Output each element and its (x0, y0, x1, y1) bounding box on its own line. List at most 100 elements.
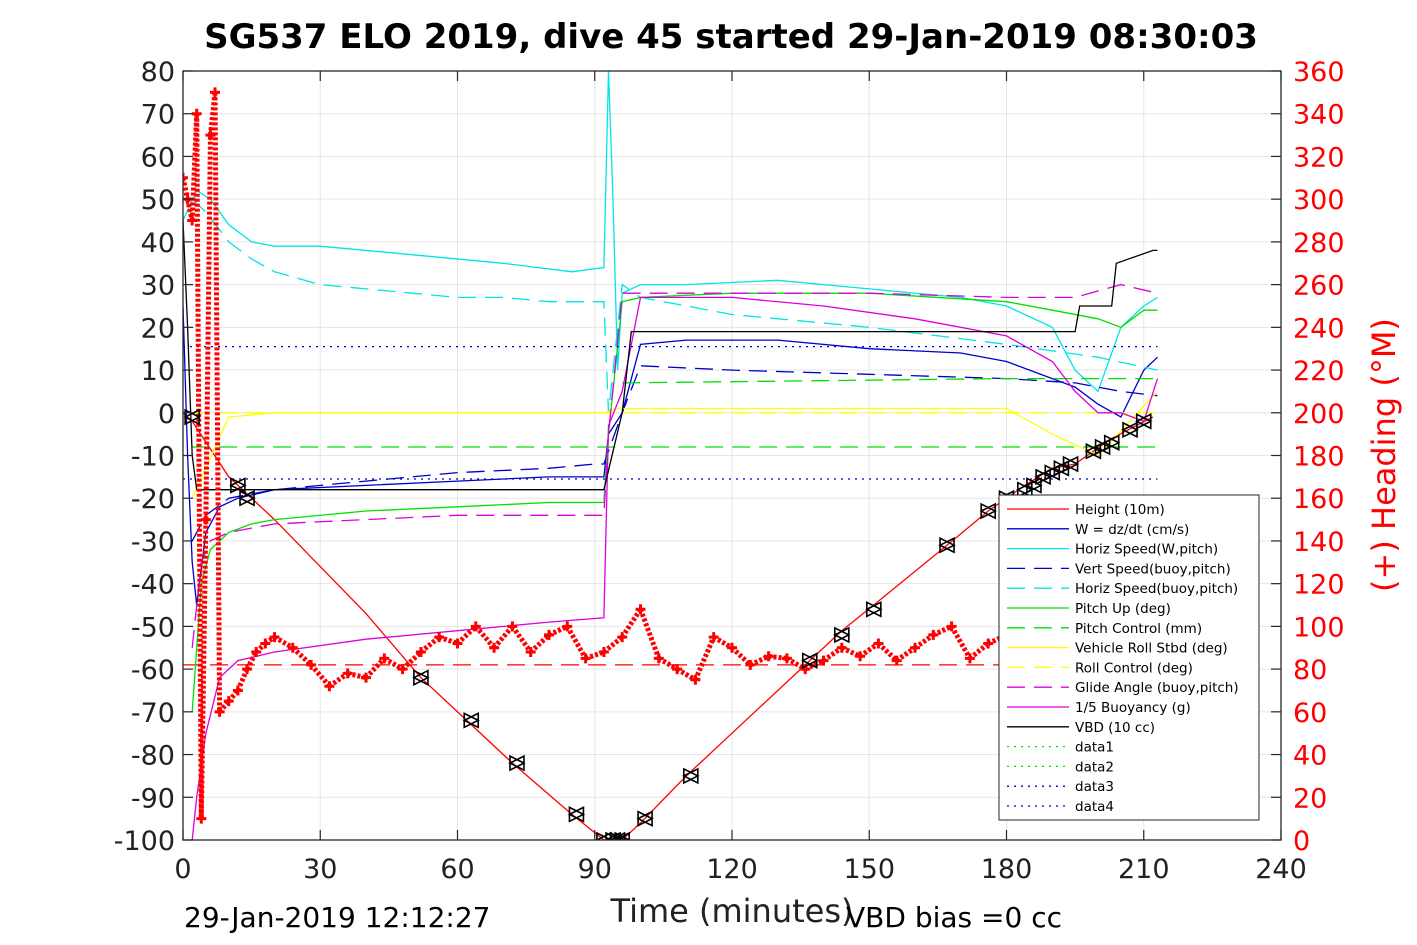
y-tick-label-left: 70 (141, 100, 175, 131)
y-tick-label-right: 280 (1293, 228, 1345, 259)
heading-segment (189, 113, 200, 221)
sample-marker (412, 669, 430, 686)
y-axis-left: 80 70 60 50 40 30 20 10 0 -10 -20 -30 -40 -50 -60 -70 -8… (114, 57, 193, 857)
x-axis: 0 30 60 90 120 150 180 210 240 (174, 71, 1307, 885)
heading-point (763, 651, 774, 662)
heading-segment (212, 92, 223, 712)
heading-segment (364, 656, 387, 680)
series-vert-speed-buoy-pitch- (191, 365, 1158, 542)
footer-timestamp: 29-Jan-2019 12:12:27 (184, 901, 490, 934)
heading-point (690, 674, 701, 685)
heading-segment (968, 641, 990, 661)
x-tick-label: 180 (981, 854, 1033, 885)
x-tick-label: 30 (303, 854, 337, 885)
legend-label: Horiz Speed(buoy,pitch) (1075, 581, 1238, 597)
y-tick-label-right: 300 (1293, 185, 1345, 216)
x-tick-label: 120 (706, 854, 758, 885)
x-axis-label: Time (minutes) (610, 892, 854, 930)
y-tick-label-left: -10 (131, 442, 175, 473)
y-tick-label-left: -40 (131, 570, 175, 601)
heading-point (983, 638, 994, 649)
y-axis-right: 3603403203002802602402202001801601401201… (1271, 57, 1345, 857)
x-tick-label: 240 (1255, 854, 1307, 885)
legend-label: Height (10m) (1075, 502, 1165, 518)
y-tick-label-right: 0 (1293, 826, 1310, 857)
sample-marker (238, 489, 256, 507)
y-tick-label-right: 60 (1293, 698, 1327, 729)
heading-segment (235, 668, 250, 692)
y-tick-label-left: -90 (131, 783, 175, 814)
y-tick-label-right: 80 (1293, 655, 1327, 686)
legend-label: Roll Control (deg) (1075, 660, 1193, 676)
heading-segment (657, 656, 679, 672)
sample-marker (979, 502, 997, 520)
legend-label: Pitch Up (deg) (1075, 601, 1171, 617)
sample-marker (567, 806, 586, 823)
heading-point (196, 813, 207, 824)
y-tick-label-right: 40 (1293, 741, 1327, 772)
heading-segment (876, 641, 899, 663)
y-tick-label-right: 160 (1293, 484, 1345, 515)
y-tick-label-right: 320 (1293, 142, 1345, 173)
heading-segment (263, 635, 276, 646)
heading-segment (693, 636, 716, 681)
heading-segment (419, 635, 441, 654)
sample-marker (604, 831, 622, 840)
y-tick-label-left: 0 (158, 399, 175, 430)
sample-marker (636, 810, 654, 827)
x-tick-label: 0 (174, 854, 191, 885)
sample-marker (1025, 477, 1043, 494)
y-axis-right-label: (+) Heading (°M) (1365, 318, 1403, 592)
heading-segment (383, 656, 404, 672)
y-tick-label-left: -30 (131, 527, 175, 558)
sample-marker (183, 408, 201, 426)
heading-segment (203, 135, 213, 520)
heading-segment (712, 634, 734, 650)
y-tick-label-right: 220 (1293, 356, 1345, 387)
legend-label: data1 (1075, 740, 1114, 756)
heading-segment (913, 632, 935, 650)
legend-label: data3 (1075, 779, 1114, 795)
heading-segment (638, 608, 662, 660)
sample-marker (865, 601, 883, 618)
legend-label: Glide Angle (buoy,pitch) (1075, 680, 1239, 696)
heading-point (580, 653, 591, 664)
sample-marker (508, 754, 526, 772)
heading-segment (510, 624, 533, 654)
chart-title: SG537 ELO 2019, dive 45 started 29-Jan-2… (204, 17, 1258, 57)
legend: Height (10m) W = dz/dt (cm/s) Horiz Speed(… (998, 494, 1260, 821)
heading-segment (185, 198, 195, 222)
y-tick-label-right: 260 (1293, 271, 1345, 302)
series-horiz-speed-w-pitch- (183, 71, 1158, 393)
heading-segment (730, 645, 753, 667)
sample-marker (595, 831, 613, 840)
y-tick-label-left: -100 (114, 826, 175, 857)
series-horiz-speed-buoy-pitch- (191, 198, 1158, 413)
sample-marker (938, 536, 956, 554)
heading-segment (291, 645, 313, 667)
legend-label: Horiz Speed(W,pitch) (1075, 542, 1218, 558)
legend-label: Pitch Control (mm) (1075, 621, 1202, 637)
y-tick-label-left: 20 (141, 313, 175, 344)
y-tick-label-right: 360 (1293, 57, 1345, 88)
heading-segment (400, 650, 423, 671)
sample-marker (462, 712, 481, 729)
heading-segment (194, 113, 204, 819)
heading-segment (273, 634, 295, 650)
footer-vbd-bias: VBD bias =0 cc (846, 901, 1062, 934)
y-tick-label-right: 240 (1293, 313, 1345, 344)
y-tick-label-right: 120 (1293, 570, 1345, 601)
y-tick-label-left: 80 (141, 57, 175, 88)
heading-segment (183, 177, 191, 200)
sample-marker (682, 767, 700, 785)
heading-segment (858, 641, 880, 659)
y-tick-label-left: 50 (141, 185, 175, 216)
sample-marker (833, 626, 851, 644)
heading-segment (528, 633, 551, 654)
heading-point (183, 172, 188, 183)
heading-segment (455, 624, 478, 646)
series-vbd-10-cc- (183, 220, 1158, 491)
legend-label: VBD (10 cc) (1075, 720, 1155, 736)
y-tick-label-right: 140 (1293, 527, 1345, 558)
series-pitch-control-mm--segment (622, 377, 1158, 384)
